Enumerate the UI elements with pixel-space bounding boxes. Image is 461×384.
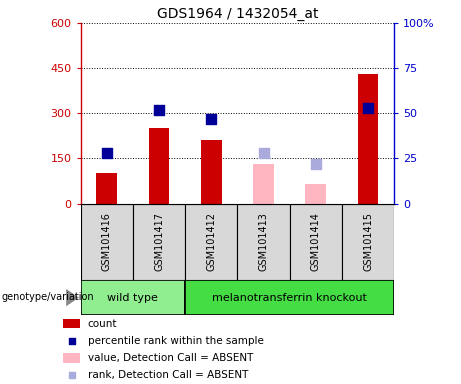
- Bar: [201, 141, 222, 204]
- Point: [103, 150, 111, 156]
- Text: GSM101412: GSM101412: [206, 212, 216, 271]
- Text: genotype/variation: genotype/variation: [1, 292, 94, 302]
- Text: melanotransferrin knockout: melanotransferrin knockout: [212, 293, 367, 303]
- Bar: [133, 204, 185, 280]
- Polygon shape: [66, 289, 79, 306]
- Title: GDS1964 / 1432054_at: GDS1964 / 1432054_at: [157, 7, 318, 21]
- Bar: [96, 174, 117, 204]
- Text: GSM101414: GSM101414: [311, 212, 321, 271]
- Point: [260, 150, 267, 156]
- Bar: [358, 74, 378, 204]
- Point: [68, 338, 75, 344]
- Text: percentile rank within the sample: percentile rank within the sample: [88, 336, 264, 346]
- Text: GSM101417: GSM101417: [154, 212, 164, 271]
- Text: GSM101413: GSM101413: [259, 212, 269, 271]
- Bar: [81, 280, 185, 315]
- Text: value, Detection Call = ABSENT: value, Detection Call = ABSENT: [88, 353, 253, 363]
- Bar: [185, 204, 237, 280]
- Bar: [81, 204, 133, 280]
- Point: [364, 105, 372, 111]
- Bar: [305, 184, 326, 204]
- Text: GSM101415: GSM101415: [363, 212, 373, 271]
- Text: wild type: wild type: [107, 293, 159, 303]
- Point: [68, 372, 75, 379]
- Point: [207, 116, 215, 122]
- Bar: [253, 164, 274, 204]
- Bar: [237, 204, 290, 280]
- Bar: [185, 280, 394, 315]
- Point: [312, 161, 319, 167]
- Point: [155, 107, 163, 113]
- Text: count: count: [88, 318, 117, 329]
- Text: GSM101416: GSM101416: [102, 212, 112, 271]
- Bar: [342, 204, 394, 280]
- Bar: [64, 353, 80, 363]
- Bar: [64, 319, 80, 328]
- Bar: [148, 128, 170, 204]
- Text: rank, Detection Call = ABSENT: rank, Detection Call = ABSENT: [88, 370, 248, 381]
- Bar: [290, 204, 342, 280]
